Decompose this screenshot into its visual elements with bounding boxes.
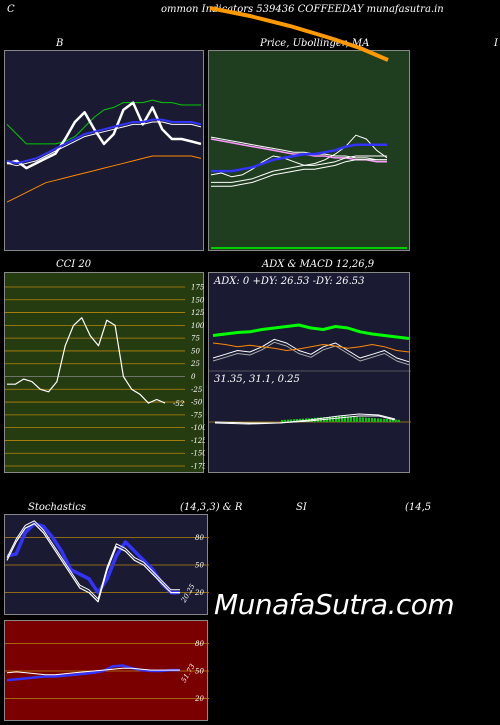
macd-histogram-bar <box>371 418 373 422</box>
bb-ma-shadow-line <box>6 121 202 167</box>
watermark: MunafaSutra.com <box>214 588 455 621</box>
cci-tick-label: -50 <box>191 399 203 407</box>
price-svg <box>210 134 407 249</box>
stoch-panel: 80 50 20 20.25 <box>4 514 209 615</box>
price-panel <box>208 50 410 251</box>
macd-histogram-bar <box>296 419 298 422</box>
stoch-params: (14,3,3) & R <box>180 502 243 513</box>
macd-histogram-bar <box>365 417 367 422</box>
macd-histogram-bar <box>374 418 376 422</box>
header-title: ommon Indicators 539436 COFFEEDAY munafa… <box>161 4 444 15</box>
cci-svg: 175 150 125 100 75 50 25 0 -25 -50 -75 -100 -125 -150… <box>5 284 205 471</box>
cci-tick-label: 50 <box>191 347 200 355</box>
macd-histogram-bar <box>287 419 289 422</box>
adx-title: ADX & MACD 12,26,9 <box>262 259 375 270</box>
cci-title: CCI 20 <box>56 259 92 270</box>
adx-values: ADX: 0 +DY: 26.53 -DY: 26.53 <box>214 276 365 287</box>
macd-histogram-bar <box>293 419 295 422</box>
macd-histogram-bar <box>284 419 286 422</box>
rsi-tick-label: 50 <box>195 668 204 676</box>
macd-histogram-bar <box>368 417 370 422</box>
stoch-tick-label: 50 <box>195 562 204 570</box>
cci-tick-label: 75 <box>191 335 200 343</box>
macd-histogram-bar <box>350 416 352 422</box>
bb-lower-line <box>6 155 202 203</box>
cci-tick-label: 175 <box>191 284 205 292</box>
adx-plus-dy-line <box>212 338 410 363</box>
rsi-ma-line <box>6 667 180 676</box>
rsi-line <box>6 664 180 682</box>
cci-tick-label: -175 <box>191 463 205 471</box>
macd-histogram-bar <box>353 416 355 422</box>
stoch-title: Stochastics <box>28 502 86 513</box>
cci-tick-label: 0 <box>191 373 196 381</box>
price-lower-band2-line <box>211 159 387 187</box>
macd-values: 31.35, 31.1, 0.25 <box>214 374 300 385</box>
price-ma2-line <box>210 136 387 161</box>
bollinger-panel <box>4 50 204 251</box>
price-bb-line <box>211 143 387 173</box>
cci-tick-label: -150 <box>191 450 205 458</box>
price-title: Price, Ubollinger, MA <box>260 38 370 49</box>
macd-histogram-bar <box>356 417 358 422</box>
rsi-tick-label: 80 <box>195 640 204 648</box>
macd-histogram-bar <box>389 419 391 422</box>
macd-histogram-bar <box>338 416 340 422</box>
macd-histogram-bar <box>362 417 364 422</box>
cci-tick-label: 25 <box>190 360 200 368</box>
bb-upper-line <box>6 99 201 145</box>
macd-histogram-bar <box>398 419 400 422</box>
macd-histogram-bar <box>347 416 349 422</box>
bb-price-line <box>6 101 202 170</box>
bollinger-svg <box>6 99 202 203</box>
macd-histogram-bar <box>386 419 388 422</box>
stoch-d2-line <box>6 520 180 600</box>
cci-tick-label: 125 <box>191 309 205 317</box>
rsi-panel: 80 50 20 51.73 <box>4 620 209 721</box>
cci-value-label: -52 <box>173 400 185 408</box>
stoch-tick-label: 80 <box>195 534 204 542</box>
adx-line <box>212 323 410 340</box>
macd-histogram-bar <box>380 418 382 422</box>
bb-ma-line <box>6 118 202 165</box>
macd-histogram-bar <box>359 417 361 422</box>
price-price-line <box>210 134 388 178</box>
cci-tick-label: -125 <box>191 437 205 445</box>
macd-histogram-bar <box>377 418 379 422</box>
rsi-tick-label: 20 <box>194 695 204 703</box>
cci-tick-label: -25 <box>191 386 203 394</box>
cci-tick-label: -100 <box>191 424 205 432</box>
price-lower-band-line <box>211 155 387 183</box>
bollinger-title: B <box>56 38 64 49</box>
macd-histogram-bar <box>383 418 385 422</box>
macd-histogram-bar <box>290 419 292 422</box>
rsi-params: (14,5 <box>405 502 432 513</box>
macd-histogram-bar <box>341 416 343 422</box>
stoch-k-line <box>6 521 180 595</box>
macd-histogram-bar <box>332 416 334 422</box>
cci-line <box>7 317 166 404</box>
macd-line <box>214 413 396 424</box>
adx-minus-dy-line <box>212 342 410 353</box>
macd-histogram-bar <box>335 416 337 422</box>
cci-tick-label: 150 <box>191 296 205 304</box>
cci-tick-label: 100 <box>191 322 205 330</box>
stoch-d-line <box>6 523 180 603</box>
rsi-title: SI <box>296 502 307 513</box>
cci-panel: 175 150 125 100 75 50 25 0 -25 -50 -75 -100 -125 -150… <box>4 272 205 473</box>
macd-histogram-bar <box>395 419 397 422</box>
macd-signal-line <box>214 415 396 425</box>
macd-histogram-bar <box>392 419 394 422</box>
macd-histogram-bar <box>281 420 283 422</box>
price-right-label: I <box>494 38 498 49</box>
macd-histogram-bar <box>344 416 346 422</box>
header-left: C <box>7 4 15 15</box>
adx-plus-dy2-line <box>212 341 410 366</box>
stoch-tick-label: 20 <box>194 589 204 597</box>
cci-tick-label: -75 <box>191 411 203 419</box>
